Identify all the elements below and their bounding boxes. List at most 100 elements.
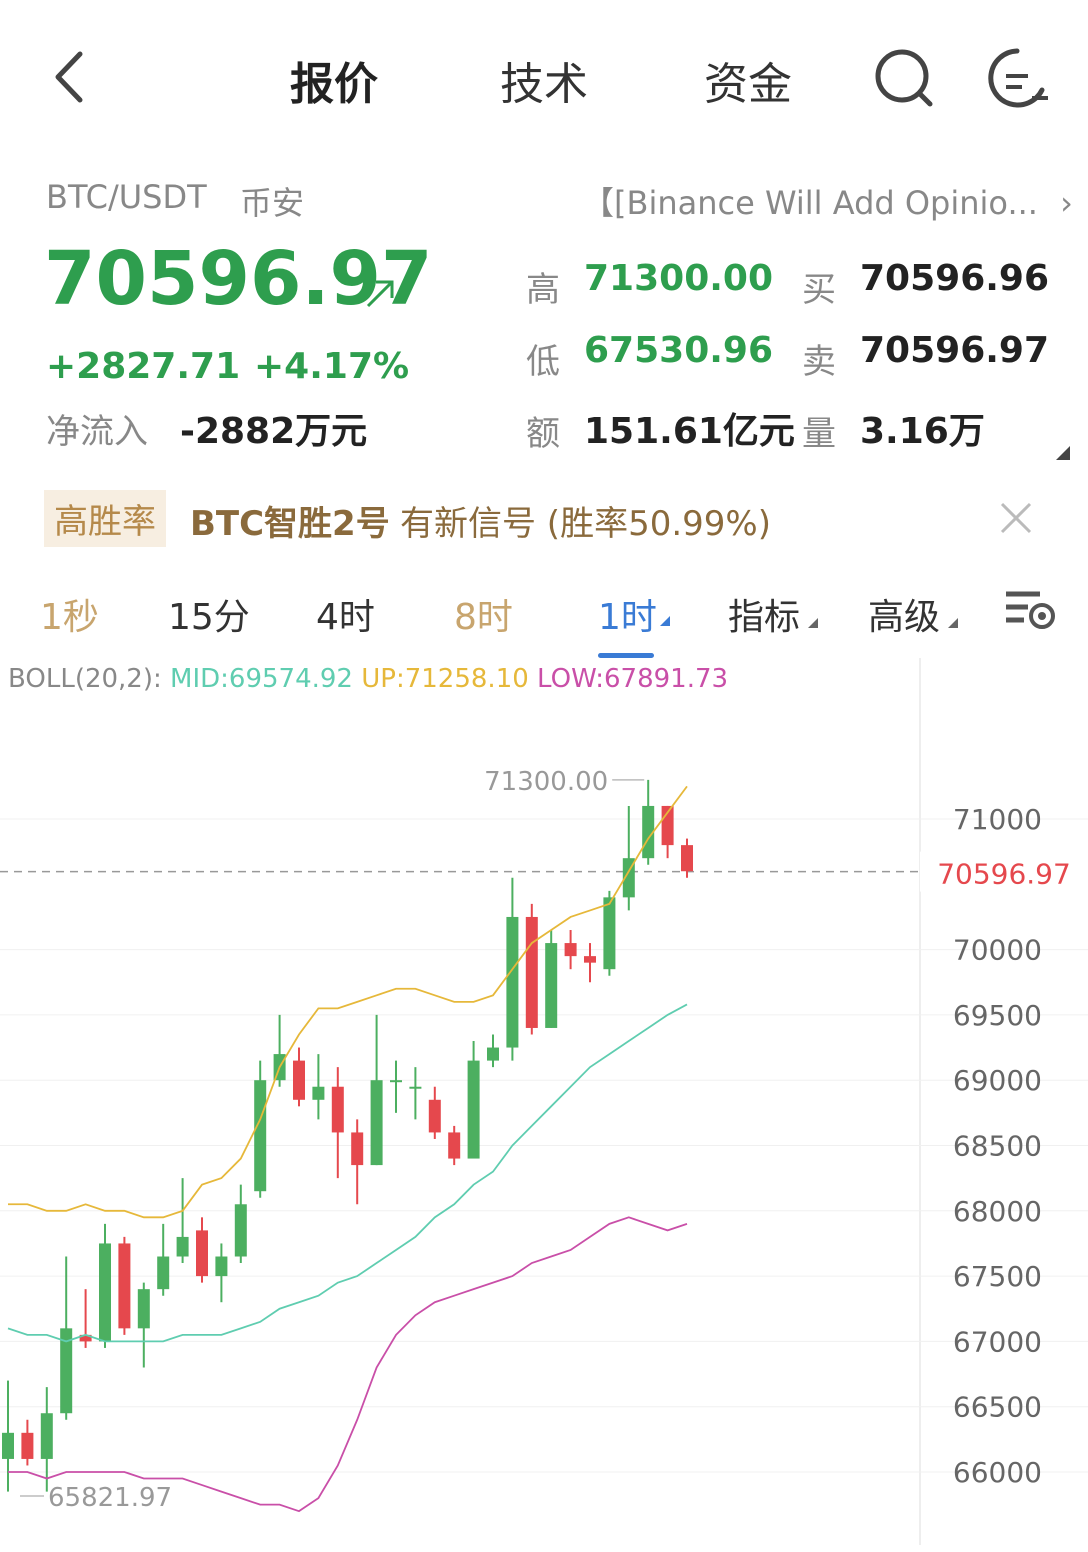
signal-banner[interactable]: 高胜率 BTC智胜2号 有新信号 (胜率50.99%) (44, 490, 1044, 548)
amount-value: 151.61亿元 (584, 411, 795, 452)
indicators-dropdown-icon (808, 618, 818, 628)
candle-body (176, 1236, 189, 1257)
current-price-box (920, 851, 1088, 892)
low-marker-label: 65821.97 (48, 1483, 172, 1513)
tf-4h[interactable]: 4时 (316, 597, 375, 638)
candle-body (40, 1413, 53, 1459)
tf-1h[interactable]: 1时 (598, 597, 657, 638)
candle-body (215, 1256, 228, 1277)
y-tick-label: 71000 (953, 803, 1042, 836)
bid-value: 70596.96 (860, 258, 1050, 299)
candle-body (448, 1132, 461, 1159)
tf-active-underline (598, 653, 654, 658)
candle-body (351, 1132, 364, 1166)
candle-body (79, 1334, 92, 1342)
candle-body (525, 916, 538, 1028)
candle-body (409, 1086, 422, 1089)
expand-corner-icon[interactable] (1056, 446, 1070, 460)
tf-1h-dropdown-icon (660, 616, 670, 626)
candle-body (622, 858, 635, 898)
boll-up-line (8, 785, 688, 1219)
chart-settings-icon[interactable] (1004, 588, 1056, 632)
candle-body (370, 1080, 383, 1166)
close-icon[interactable] (1000, 502, 1032, 534)
y-tick-label: 69000 (953, 1064, 1042, 1097)
boll-up: UP:71258.10 (361, 664, 529, 694)
pair-name: BTC/USDT (46, 178, 207, 216)
candle-body (584, 956, 596, 963)
candle-body (254, 1080, 267, 1192)
high-marker-label: 71300.00 (484, 767, 608, 797)
candle-body (428, 1099, 441, 1133)
signal-text: 有新信号 (胜率50.99%) (400, 504, 771, 544)
volume-label: 量 (802, 414, 836, 454)
y-tick-label: 70000 (953, 934, 1042, 967)
low-label: 低 (526, 342, 560, 382)
tab-quote[interactable]: 报价 (290, 59, 378, 110)
boll-low: LOW:67891.73 (537, 664, 729, 694)
tf-8h[interactable]: 8时 (454, 597, 513, 638)
boll-label: BOLL(20,2): (8, 664, 162, 694)
candlestick-chart[interactable]: 71000 70000 69500 69000 68500 68000 67500 67000… (0, 658, 1088, 1552)
ask-value: 70596.97 (860, 330, 1050, 371)
candle-body (137, 1289, 150, 1329)
tf-15m[interactable]: 15分 (168, 597, 250, 638)
candle-body (312, 1086, 325, 1100)
y-tick-label: 69500 (953, 999, 1042, 1032)
candle-body (157, 1256, 170, 1290)
y-tick-label: 68500 (953, 1130, 1042, 1163)
candle-body (118, 1243, 131, 1329)
candle-body (487, 1047, 499, 1061)
candle-body (545, 943, 558, 1028)
message-icon[interactable] (986, 46, 1052, 112)
candle-body (234, 1204, 247, 1257)
net-inflow-label: 净流入 (46, 412, 148, 452)
candle-body (467, 1060, 480, 1159)
boll-low-line (8, 1216, 688, 1513)
boll-mid: MID:69574.92 (170, 664, 353, 694)
chevron-right-icon: › (1060, 184, 1073, 222)
candle-body (564, 943, 577, 957)
volume-value: 3.16万 (860, 411, 985, 452)
tab-technical[interactable]: 技术 (500, 59, 588, 110)
y-tick-label: 66500 (953, 1391, 1042, 1424)
candle-body (293, 1060, 305, 1100)
current-price-label: 70596.97 (937, 858, 1071, 891)
tf-indicators[interactable]: 指标 (728, 597, 801, 638)
candle-body (331, 1086, 344, 1133)
candle-body (2, 1432, 14, 1459)
y-tick-label: 68000 (953, 1195, 1042, 1228)
candle-body (99, 1243, 111, 1342)
bid-label: 买 (802, 270, 836, 310)
ask-label: 卖 (802, 342, 836, 382)
candle-body (603, 897, 616, 970)
net-inflow-value: -2882万元 (180, 411, 368, 452)
high-value: 71300.00 (584, 258, 774, 299)
amount-label: 额 (526, 414, 560, 454)
exchange-name: 币安 (240, 184, 305, 222)
last-price: 70596.97 (44, 236, 433, 322)
price-change: +2827.71 (46, 346, 241, 387)
boll-legend: BOLL(20,2): MID:69574.92 UP:71258.10 LOW… (8, 664, 728, 694)
candle-body (681, 845, 693, 872)
high-label: 高 (526, 270, 560, 310)
search-icon[interactable] (874, 48, 934, 108)
signal-name: BTC智胜2号 (190, 504, 390, 544)
candle-body (390, 1080, 402, 1083)
tf-1s[interactable]: 1秒 (40, 597, 99, 638)
boll-mid-line (7, 1003, 688, 1343)
news-text: 【[Binance Will Add Opinio... (582, 184, 1038, 222)
candle-body (21, 1432, 34, 1459)
tab-funds[interactable]: 资金 (704, 59, 792, 110)
price-change-pct: +4.17% (254, 346, 410, 387)
candle-body (60, 1328, 73, 1414)
tf-advanced[interactable]: 高级 (868, 597, 941, 638)
arrow-up-right-icon (364, 276, 398, 314)
advanced-dropdown-icon (948, 618, 958, 628)
news-ticker[interactable]: 【[Binance Will Add Opinio... › (582, 178, 1073, 224)
low-value: 67530.96 (584, 330, 774, 371)
candle-body (196, 1230, 208, 1277)
y-tick-label: 66000 (953, 1456, 1042, 1489)
back-icon[interactable] (50, 50, 90, 104)
y-tick-label: 67500 (953, 1260, 1042, 1293)
